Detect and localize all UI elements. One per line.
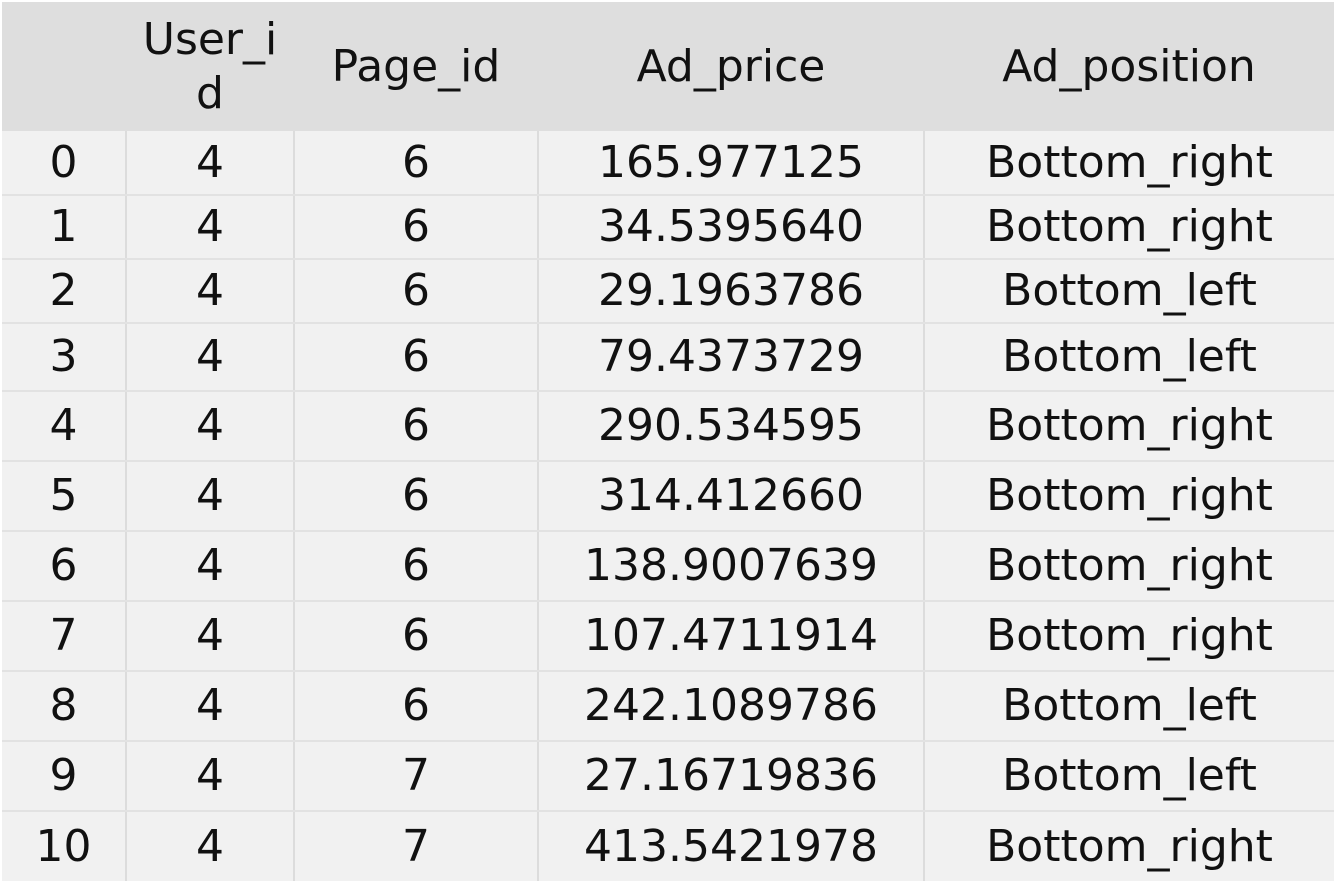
table-header: User_id Page_id Ad_price Ad_position [2, 2, 1334, 131]
row-index: 3 [2, 323, 127, 392]
table-body: 0 4 6 165.977125 Bottom_right 1 4 6 34.5… [2, 131, 1334, 881]
table-row: 3 4 6 79.4373729 Bottom_left [2, 323, 1334, 392]
page-id-cell: 6 [294, 601, 539, 672]
row-index: 1 [2, 195, 127, 260]
row-index: 6 [2, 531, 127, 602]
ad-price-cell: 290.534595 [538, 391, 925, 462]
index-column-header [2, 2, 126, 131]
column-header-ad-position: Ad_position [924, 2, 1334, 131]
ad-position-cell: Bottom_right [924, 531, 1334, 602]
user-id-cell: 4 [126, 811, 295, 881]
ad-price-cell: 107.4711914 [538, 601, 925, 672]
user-id-cell: 4 [126, 259, 295, 324]
page-id-cell: 6 [294, 391, 539, 462]
table-row: 2 4 6 29.1963786 Bottom_left [2, 259, 1334, 324]
row-index: 0 [2, 131, 127, 196]
table-row: 9 4 7 27.16719836 Bottom_left [2, 741, 1334, 812]
row-index: 10 [2, 811, 127, 881]
ad-price-cell: 413.5421978 [538, 811, 925, 881]
ad-position-cell: Bottom_right [924, 811, 1334, 881]
ad-price-cell: 165.977125 [538, 131, 925, 196]
user-id-cell: 4 [126, 461, 295, 532]
column-header-user-id: User_id [126, 2, 294, 131]
table-row: 7 4 6 107.4711914 Bottom_right [2, 601, 1334, 672]
ad-position-cell: Bottom_right [924, 195, 1334, 260]
row-index: 9 [2, 741, 127, 812]
ad-position-cell: Bottom_left [924, 323, 1334, 392]
table-row: 6 4 6 138.9007639 Bottom_right [2, 531, 1334, 602]
row-index: 8 [2, 671, 127, 742]
user-id-cell: 4 [126, 131, 295, 196]
row-index: 4 [2, 391, 127, 462]
row-index: 5 [2, 461, 127, 532]
user-id-cell: 4 [126, 323, 295, 392]
header-row: User_id Page_id Ad_price Ad_position [2, 2, 1334, 131]
ad-price-cell: 27.16719836 [538, 741, 925, 812]
page-id-cell: 6 [294, 131, 539, 196]
page-id-cell: 6 [294, 259, 539, 324]
page-id-cell: 6 [294, 671, 539, 742]
column-header-ad-price: Ad_price [538, 2, 924, 131]
ad-price-cell: 314.412660 [538, 461, 925, 532]
page-id-cell: 6 [294, 461, 539, 532]
ad-price-cell: 242.1089786 [538, 671, 925, 742]
table-row: 10 4 7 413.5421978 Bottom_right [2, 811, 1334, 881]
page-id-cell: 6 [294, 531, 539, 602]
ad-price-cell: 29.1963786 [538, 259, 925, 324]
page-id-cell: 7 [294, 811, 539, 881]
ad-position-cell: Bottom_right [924, 391, 1334, 462]
ad-position-cell: Bottom_left [924, 671, 1334, 742]
table-row: 4 4 6 290.534595 Bottom_right [2, 391, 1334, 462]
table-row: 5 4 6 314.412660 Bottom_right [2, 461, 1334, 532]
ad-position-cell: Bottom_left [924, 741, 1334, 812]
ad-position-cell: Bottom_right [924, 131, 1334, 196]
table-row: 1 4 6 34.5395640 Bottom_right [2, 195, 1334, 260]
page-id-cell: 6 [294, 323, 539, 392]
user-id-cell: 4 [126, 671, 295, 742]
table-row: 0 4 6 165.977125 Bottom_right [2, 131, 1334, 196]
user-id-cell: 4 [126, 195, 295, 260]
user-id-cell: 4 [126, 531, 295, 602]
ad-price-cell: 138.9007639 [538, 531, 925, 602]
row-index: 2 [2, 259, 127, 324]
ad-position-cell: Bottom_left [924, 259, 1334, 324]
user-id-cell: 4 [126, 741, 295, 812]
ad-position-cell: Bottom_right [924, 461, 1334, 532]
column-header-page-id: Page_id [294, 2, 538, 131]
ad-price-cell: 34.5395640 [538, 195, 925, 260]
ad-price-cell: 79.4373729 [538, 323, 925, 392]
page-id-cell: 7 [294, 741, 539, 812]
row-index: 7 [2, 601, 127, 672]
user-id-cell: 4 [126, 391, 295, 462]
table-row: 8 4 6 242.1089786 Bottom_left [2, 671, 1334, 742]
user-id-cell: 4 [126, 601, 295, 672]
ad-position-cell: Bottom_right [924, 601, 1334, 672]
page-id-cell: 6 [294, 195, 539, 260]
